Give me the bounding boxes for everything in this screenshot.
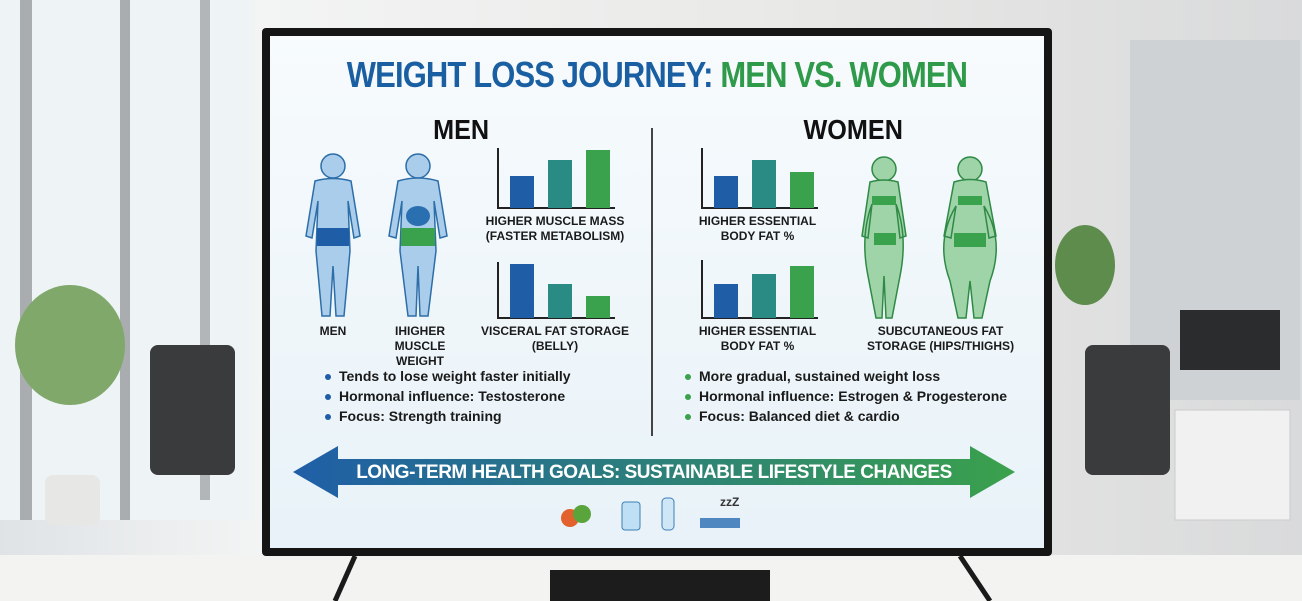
bullet: Focus: Balanced diet & cardio: [685, 406, 1007, 426]
figure-label: MEN: [319, 324, 347, 338]
chart-caption: HIGHER MUSCLE MASS (FASTER METABOLISM): [485, 214, 625, 243]
illustrations: zzZ: [293, 148, 1015, 531]
bullet: More gradual, sustained weight loss: [685, 366, 1007, 386]
bullet: Hormonal influence: Testosterone: [325, 386, 571, 406]
chart-caption: HIGHER ESSENTIAL BODY FAT %: [698, 214, 817, 243]
title-part: MEN VS. WOMEN: [720, 54, 968, 95]
chart-caption: HIGHER ESSENTIAL BODY FAT %: [698, 324, 817, 353]
men-bullets: Tends to lose weight faster initially Ho…: [325, 366, 571, 426]
divider: [651, 128, 653, 436]
svg-text:zzZ: zzZ: [720, 495, 739, 509]
tv-frame: WEIGHT LOSS JOURNEY: MEN VS. WOMEN MEN W…: [262, 28, 1052, 556]
bullet: Focus: Strength training: [325, 406, 571, 426]
bullet-text: Hormonal influence: Testosterone: [339, 388, 566, 404]
bullet-text: Hormonal influence: Estrogen & Progester…: [699, 388, 1008, 404]
bullet-text: Focus: Balanced diet & cardio: [699, 408, 900, 424]
figure-label: IHIGHER MUSCLE WEIGHT: [394, 324, 446, 368]
title-part: WEIGHT LOSS JOURNEY:: [346, 54, 714, 95]
banner-text: LONG-TERM HEALTH GOALS: SUSTAINABLE LIFE…: [356, 462, 952, 483]
women-bullets: More gradual, sustained weight loss Horm…: [685, 366, 1007, 426]
title: WEIGHT LOSS JOURNEY: MEN VS. WOMEN: [324, 54, 990, 96]
figure-label: SUBCUTANEOUS FAT STORAGE (HIPS/THIGHS): [866, 324, 1015, 353]
infographic: WEIGHT LOSS JOURNEY: MEN VS. WOMEN MEN W…: [270, 36, 1044, 548]
bullet: Hormonal influence: Estrogen & Progester…: [685, 386, 1007, 406]
bullet-text: More gradual, sustained weight loss: [699, 368, 941, 384]
men-heading: MEN: [433, 114, 490, 145]
bullet: Tends to lose weight faster initially: [325, 366, 571, 386]
bullet-text: Tends to lose weight faster initially: [339, 368, 571, 384]
bullet-text: Focus: Strength training: [339, 408, 502, 424]
chart-caption: VISCERAL FAT STORAGE (BELLY): [480, 324, 630, 353]
women-heading: WOMEN: [803, 114, 903, 145]
